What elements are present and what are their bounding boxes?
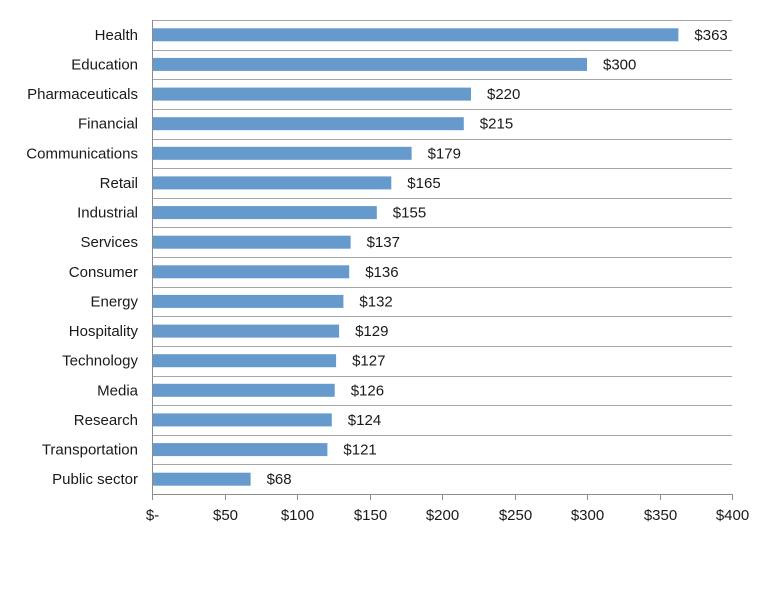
axes: [152, 20, 733, 500]
category-label: Health: [95, 27, 138, 44]
category-label: Retail: [100, 175, 138, 192]
category-label: Financial: [78, 116, 138, 133]
value-label: $121: [343, 442, 376, 459]
labels: Health $363 Education $300 Pharmaceuticals $2…: [26, 27, 749, 524]
bar: [152, 413, 332, 427]
category-label: Education: [71, 56, 138, 73]
value-label: $129: [355, 323, 388, 340]
category-label: Research: [74, 412, 138, 429]
value-label: $220: [487, 86, 520, 103]
value-label: $165: [407, 175, 440, 192]
bar: [152, 206, 377, 220]
value-label: $132: [359, 293, 392, 310]
value-label: $137: [367, 234, 400, 251]
value-label: $215: [480, 116, 513, 133]
category-label: Technology: [62, 353, 138, 370]
bar: [152, 235, 351, 249]
category-label: Consumer: [69, 264, 138, 281]
category-label: Communications: [26, 145, 138, 162]
bar: [152, 176, 392, 190]
value-label: $126: [351, 382, 384, 399]
category-label: Pharmaceuticals: [27, 86, 138, 103]
bar: [152, 324, 340, 338]
bar: [152, 57, 587, 71]
bar: [152, 87, 471, 101]
value-label: $363: [694, 27, 727, 44]
category-label: Public sector: [52, 471, 138, 488]
x-tick-label: $400: [716, 507, 749, 524]
category-label: Transportation: [42, 442, 138, 459]
bar: [152, 117, 464, 131]
x-tick-label: $350: [644, 507, 677, 524]
bar: [152, 294, 344, 308]
bar: [152, 383, 335, 397]
category-label: Energy: [90, 293, 138, 310]
x-tick-label: $250: [499, 507, 532, 524]
x-tick-label: $50: [213, 507, 238, 524]
bars: [152, 28, 679, 486]
x-tick-label: $200: [426, 507, 459, 524]
bar: [152, 265, 350, 279]
x-tick-label: $150: [354, 507, 387, 524]
value-label: $155: [393, 205, 426, 222]
bar: [152, 472, 251, 486]
category-label: Hospitality: [69, 323, 139, 340]
bar: [152, 28, 679, 42]
x-tick-label: $100: [281, 507, 314, 524]
category-label: Services: [80, 234, 138, 251]
x-tick-label: $-: [146, 507, 159, 524]
value-label: $179: [428, 145, 461, 162]
category-label: Media: [97, 382, 139, 399]
bar: [152, 354, 337, 368]
value-label: $124: [348, 412, 381, 429]
value-label: $68: [267, 471, 292, 488]
value-label: $127: [352, 353, 385, 370]
bar: [152, 146, 412, 160]
category-label: Industrial: [77, 205, 138, 222]
value-label: $300: [603, 56, 636, 73]
x-tick-label: $300: [571, 507, 604, 524]
bar: [152, 443, 328, 457]
value-label: $136: [365, 264, 398, 281]
